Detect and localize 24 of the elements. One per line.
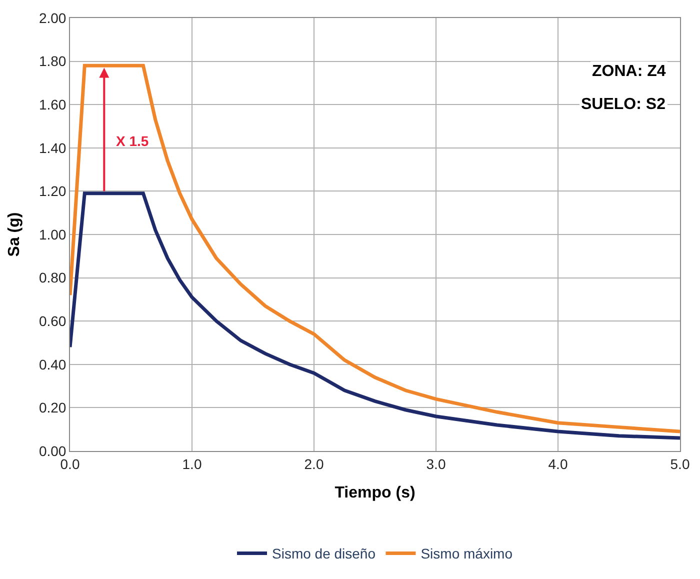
y-tick-label: 0.80 xyxy=(38,270,66,286)
legend-label: Sismo máximo xyxy=(420,546,513,562)
y-tick-label: 0.60 xyxy=(38,313,66,329)
line-series xyxy=(70,64,680,434)
x-tick-label: 3.0 xyxy=(426,456,446,472)
x-tick-label: 4.0 xyxy=(548,456,568,472)
y-tick-label: 0.40 xyxy=(38,356,66,372)
x-tick-label: 2.0 xyxy=(304,456,324,472)
x-tick-label: 5.0 xyxy=(670,456,690,472)
annotation: ZONA: Z4 xyxy=(592,63,666,80)
legend-label: Sismo de diseño xyxy=(272,546,376,562)
y-tick-label: 1.20 xyxy=(38,183,66,200)
line-series xyxy=(70,192,680,440)
annotation: SUELO: S2 xyxy=(581,96,666,113)
x-axis-title: Tiempo (s) xyxy=(334,484,416,502)
y-tick-label: 2.00 xyxy=(38,10,66,26)
y-tick-label: 1.00 xyxy=(38,226,66,242)
y-tick-label: 1.40 xyxy=(38,140,66,156)
y-axis-title: Sa (g) xyxy=(6,212,23,257)
annotation: X 1.5 xyxy=(116,133,149,149)
x-tick-label: 1.0 xyxy=(182,456,202,472)
y-tick-label: 0.20 xyxy=(38,400,66,416)
y-tick-label: 1.80 xyxy=(38,53,66,70)
y-tick-label: 1.60 xyxy=(38,96,66,112)
